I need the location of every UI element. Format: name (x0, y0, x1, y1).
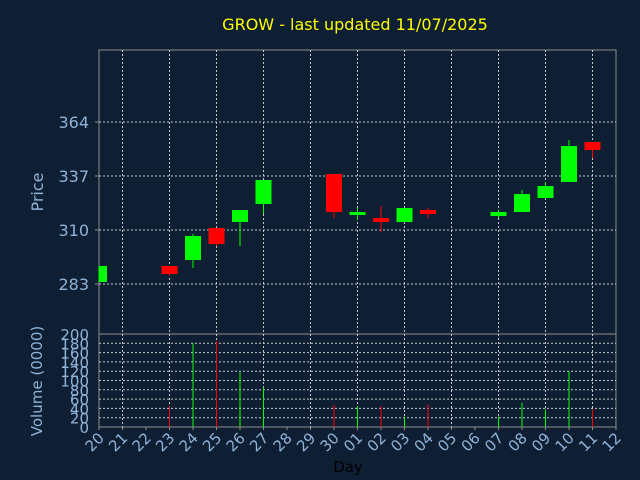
candle-body (326, 174, 342, 212)
candle-body (349, 212, 366, 215)
candle-26 (232, 210, 248, 246)
candle-body (490, 212, 507, 216)
candle-07 (490, 210, 507, 218)
candle-23 (161, 266, 178, 276)
candle-25 (208, 228, 225, 246)
volume-panel: 0204060801001201401601802002021222324252… (60, 326, 624, 455)
x-tick-label: 30 (317, 429, 343, 455)
x-tick-label: 22 (129, 429, 155, 455)
candle-body (232, 210, 248, 222)
candle-body (396, 208, 413, 222)
candle-24 (185, 234, 201, 268)
price-tick-label: 310 (58, 221, 89, 240)
candle-body (584, 142, 601, 150)
price-panel: 283 310 337 364 (58, 49, 617, 335)
x-tick-label: 04 (411, 429, 437, 455)
candle-04 (420, 208, 436, 218)
x-tick-label: 12 (599, 429, 625, 455)
volume-tick-label: 0 (79, 419, 89, 437)
x-tick-label: 06 (458, 429, 484, 455)
volume-axis-label: Volume (0000) (28, 326, 46, 436)
candle-body (99, 266, 107, 282)
volume-tick-label: 160 (60, 345, 89, 363)
x-tick-label: 05 (434, 429, 460, 455)
x-tick-label: 10 (552, 429, 578, 455)
x-tick-label: 11 (575, 429, 601, 455)
candle-20 (98, 266, 107, 282)
candle-09 (537, 182, 554, 198)
x-tick-label: 21 (105, 429, 131, 455)
volume-tick-label: 80 (70, 382, 89, 400)
x-tick-label: 08 (505, 429, 531, 455)
candle-27 (255, 180, 272, 214)
x-tick-label: 09 (528, 429, 554, 455)
candle-body (373, 218, 389, 222)
chart-title: GROW - last updated 11/07/2025 (222, 15, 488, 34)
volume-tick-label: 140 (60, 354, 89, 372)
volume-tick-label: 120 (60, 363, 89, 381)
x-tick-label: 23 (152, 429, 178, 455)
candle-10 (561, 140, 577, 182)
candle-body (208, 228, 225, 244)
x-tick-label: 27 (246, 429, 272, 455)
x-tick-label: 29 (293, 429, 319, 455)
candle-02 (373, 206, 389, 232)
x-tick-label: 26 (223, 429, 249, 455)
candle-08 (514, 190, 530, 212)
price-tick-label: 283 (58, 275, 89, 294)
volume-tick-label: 180 (60, 335, 89, 353)
x-tick-label: 02 (364, 429, 390, 455)
candle-11 (584, 142, 601, 158)
candle-01 (349, 208, 366, 220)
x-tick-label: 28 (270, 429, 296, 455)
x-tick-label: 01 (340, 429, 366, 455)
x-tick-label: 24 (176, 429, 202, 455)
volume-tick-label: 20 (70, 410, 89, 428)
x-tick-label: 07 (481, 429, 507, 455)
candle-body (185, 236, 201, 260)
x-tick-label: 03 (387, 429, 413, 455)
candle-body (255, 180, 272, 204)
volume-tick-label: 40 (70, 400, 89, 418)
candle-30 (326, 174, 342, 218)
x-axis-label: Day (333, 458, 363, 476)
x-tick-label: 25 (199, 429, 225, 455)
volume-tick-label: 60 (70, 391, 89, 409)
candle-body (514, 194, 530, 212)
candle-03 (396, 208, 413, 222)
candle-body (537, 186, 554, 198)
price-tick-label: 337 (58, 167, 89, 186)
price-tick-label: 364 (58, 113, 89, 132)
price-axis-label: Price (28, 172, 47, 211)
candle-body (420, 210, 436, 214)
candle-body (561, 146, 577, 182)
candle-body (161, 266, 178, 274)
volume-tick-label: 200 (60, 326, 89, 344)
volume-tick-label: 100 (60, 373, 89, 391)
